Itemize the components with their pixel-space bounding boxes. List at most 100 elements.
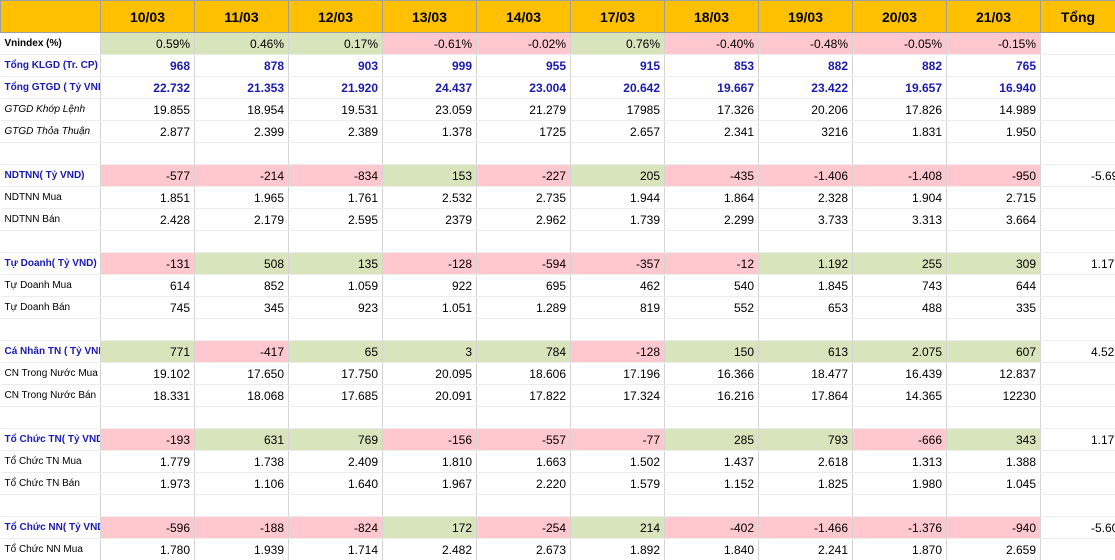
cell: -950 <box>946 164 1041 187</box>
cell: 18.477 <box>758 362 853 385</box>
cell: 3.733 <box>758 208 853 231</box>
blank-cell <box>758 494 853 517</box>
blank-cell <box>758 142 853 165</box>
cell: 19.667 <box>664 76 759 99</box>
row-label: Tự Doanh Bán <box>0 296 101 319</box>
cell: -156 <box>382 428 477 451</box>
cell: 1.825 <box>758 472 853 495</box>
blank-row <box>0 406 1115 429</box>
cell: 915 <box>570 54 665 77</box>
blank-cell <box>664 142 759 165</box>
cell: -402 <box>664 516 759 539</box>
column-header: 20/03 <box>852 0 947 33</box>
cell: 12.837 <box>946 362 1041 385</box>
cell: 19.531 <box>288 98 383 121</box>
blank-cell <box>382 406 477 429</box>
blank-cell <box>382 318 477 341</box>
cell: 2.328 <box>758 186 853 209</box>
cell: 17.750 <box>288 362 383 385</box>
cell: 1.192 <box>758 252 853 275</box>
cell: 18.068 <box>194 384 289 407</box>
cell: 20.642 <box>570 76 665 99</box>
data-row: Cá Nhân TN ( Tỷ VND) 771 -417 65 3 784 -128 150… <box>0 340 1115 363</box>
data-row: NDTNN( Tỷ VND) -577 -214 -834 153 -227 205 -435… <box>0 164 1115 187</box>
cell: 1.663 <box>476 450 571 473</box>
cell: -0.02% <box>476 32 571 55</box>
cell: 21.353 <box>194 76 289 99</box>
cell: 1.313 <box>852 450 947 473</box>
blank-cell <box>100 142 195 165</box>
data-row: Tự Doanh Mua 614 852 1.059 922 695 462 540 1.845… <box>0 274 1115 297</box>
cell: 2.299 <box>664 208 759 231</box>
row-label: Tổng KLGD (Tr. CP) <box>0 54 101 77</box>
cell: 644 <box>946 274 1041 297</box>
cell: 17.196 <box>570 362 665 385</box>
total-cell: -5.60 <box>1040 516 1115 539</box>
cell: 540 <box>664 274 759 297</box>
column-header: 21/03 <box>946 0 1041 33</box>
cell: 2379 <box>382 208 477 231</box>
cell: 2.428 <box>100 208 195 231</box>
blank-cell <box>100 494 195 517</box>
blank-cell <box>852 142 947 165</box>
cell: 2.179 <box>194 208 289 231</box>
blank-cell <box>1040 406 1115 429</box>
cell: -128 <box>570 340 665 363</box>
total-cell <box>1040 296 1115 319</box>
cell: -357 <box>570 252 665 275</box>
cell: -128 <box>382 252 477 275</box>
cell: 2.220 <box>476 472 571 495</box>
blank-cell <box>288 318 383 341</box>
cell: 65 <box>288 340 383 363</box>
blank-cell <box>476 142 571 165</box>
cell: 488 <box>852 296 947 319</box>
cell: 14.365 <box>852 384 947 407</box>
cell: -254 <box>476 516 571 539</box>
cell: 853 <box>664 54 759 77</box>
data-row: Vnindex (%) 0.59% 0.46% 0.17% -0.61% -0.02% 0.… <box>0 32 1115 55</box>
cell: 255 <box>852 252 947 275</box>
cell: 955 <box>476 54 571 77</box>
total-cell <box>1040 450 1115 473</box>
column-header: 13/03 <box>382 0 477 33</box>
cell: 771 <box>100 340 195 363</box>
blank-cell <box>664 494 759 517</box>
cell: 882 <box>758 54 853 77</box>
cell: 1.437 <box>664 450 759 473</box>
data-row: Tổ Chức TN Bán 1.973 1.106 1.640 1.967 2.220 1… <box>0 472 1115 495</box>
cell: 1.973 <box>100 472 195 495</box>
cell: 903 <box>288 54 383 77</box>
cell: 3216 <box>758 120 853 143</box>
cell: 17.685 <box>288 384 383 407</box>
cell: 285 <box>664 428 759 451</box>
cell: 922 <box>382 274 477 297</box>
blank-cell <box>852 494 947 517</box>
blank-cell <box>0 142 101 165</box>
row-label: NDTNN Bán <box>0 208 101 231</box>
blank-cell <box>194 230 289 253</box>
cell: 2.341 <box>664 120 759 143</box>
cell: -0.40% <box>664 32 759 55</box>
cell: 3.664 <box>946 208 1041 231</box>
total-cell <box>1040 384 1115 407</box>
cell: 695 <box>476 274 571 297</box>
cell: 135 <box>288 252 383 275</box>
cell: 2.075 <box>852 340 947 363</box>
total-cell <box>1040 54 1115 77</box>
cell: 1.967 <box>382 472 477 495</box>
cell: 1.388 <box>946 450 1041 473</box>
blank-cell <box>194 318 289 341</box>
cell: 1.059 <box>288 274 383 297</box>
cell: 20.206 <box>758 98 853 121</box>
total-cell <box>1040 186 1115 209</box>
row-label: CN Trong Nước Mua <box>0 362 101 385</box>
cell: 2.399 <box>194 120 289 143</box>
cell: 793 <box>758 428 853 451</box>
cell: 17.822 <box>476 384 571 407</box>
blank-cell <box>758 230 853 253</box>
row-label: Tổ Chức NN Mua <box>0 538 101 560</box>
cell: 1.106 <box>194 472 289 495</box>
cell: 17.650 <box>194 362 289 385</box>
data-row: Tự Doanh( Tỷ VND) -131 508 135 -128 -594 -357-… <box>0 252 1115 275</box>
cell: 2.657 <box>570 120 665 143</box>
